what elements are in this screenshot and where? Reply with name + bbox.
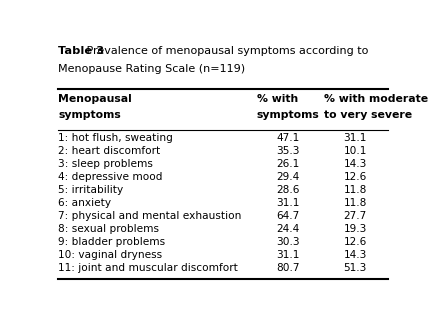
Text: 28.6: 28.6 [276,185,299,195]
Text: % with moderate: % with moderate [323,94,427,104]
Text: 30.3: 30.3 [276,237,299,247]
Text: 3: sleep problems: 3: sleep problems [58,159,153,169]
Text: Table 3: Table 3 [58,46,104,56]
Text: 12.6: 12.6 [343,237,366,247]
Text: 31.1: 31.1 [343,133,366,143]
Text: 31.1: 31.1 [276,198,299,208]
Text: Prevalence of menopausal symptoms according to: Prevalence of menopausal symptoms accord… [83,46,368,56]
Text: Menopause Rating Scale (n=119): Menopause Rating Scale (n=119) [58,64,245,74]
Text: 47.1: 47.1 [276,133,299,143]
Text: 14.3: 14.3 [343,159,366,169]
Text: 10.1: 10.1 [343,146,366,156]
Text: 31.1: 31.1 [276,250,299,260]
Text: 4: depressive mood: 4: depressive mood [58,172,163,182]
Text: 29.4: 29.4 [276,172,299,182]
Text: 19.3: 19.3 [343,224,366,234]
Text: 6: anxiety: 6: anxiety [58,198,111,208]
Text: 11.8: 11.8 [343,185,366,195]
Text: symptoms: symptoms [58,110,121,120]
Text: 80.7: 80.7 [276,263,299,273]
Text: 11.8: 11.8 [343,198,366,208]
Text: 7: physical and mental exhaustion: 7: physical and mental exhaustion [58,211,241,221]
Text: 9: bladder problems: 9: bladder problems [58,237,165,247]
Text: 1: hot flush, sweating: 1: hot flush, sweating [58,133,173,143]
Text: 51.3: 51.3 [343,263,366,273]
Text: % with: % with [256,94,297,104]
Text: 64.7: 64.7 [276,211,299,221]
Text: 26.1: 26.1 [276,159,299,169]
Text: 5: irritability: 5: irritability [58,185,123,195]
Text: 12.6: 12.6 [343,172,366,182]
Text: 8: sexual problems: 8: sexual problems [58,224,159,234]
Text: 24.4: 24.4 [276,224,299,234]
Text: symptoms: symptoms [256,110,319,120]
Text: 10: vaginal dryness: 10: vaginal dryness [58,250,162,260]
Text: 11: joint and muscular discomfort: 11: joint and muscular discomfort [58,263,238,273]
Text: 14.3: 14.3 [343,250,366,260]
Text: Menopausal: Menopausal [58,94,132,104]
Text: 27.7: 27.7 [343,211,366,221]
Text: 2: heart discomfort: 2: heart discomfort [58,146,160,156]
Text: to very severe: to very severe [323,110,411,120]
Text: 35.3: 35.3 [276,146,299,156]
